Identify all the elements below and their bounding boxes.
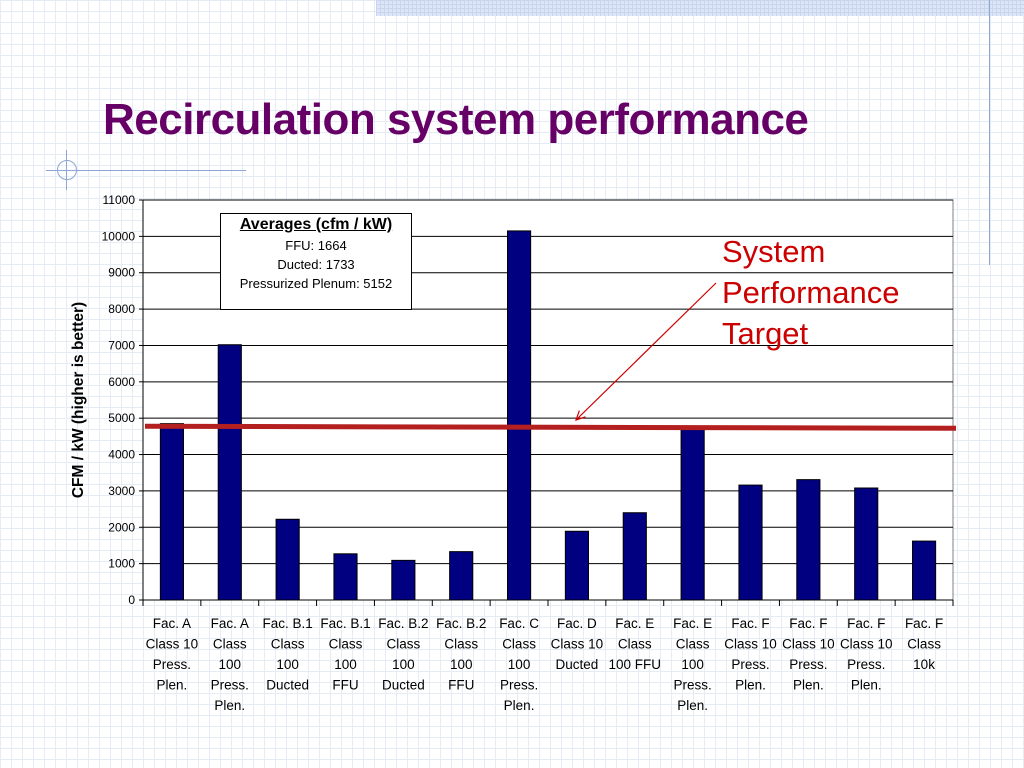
bar bbox=[622, 512, 647, 601]
y-tick-label: 1000 bbox=[108, 557, 135, 571]
averages-box: Averages (cfm / kW) FFU: 1664 Ducted: 17… bbox=[220, 213, 412, 310]
y-tick-label: 10000 bbox=[102, 229, 136, 243]
x-tick-label: Fac. C Class 100 Press. Plen. bbox=[499, 616, 539, 713]
x-tick-label: Fac. F Class 10 Press. Plen. bbox=[724, 616, 777, 693]
bar bbox=[159, 423, 185, 601]
bar bbox=[217, 344, 242, 601]
y-axis-title: CFM / kW (higher is better) bbox=[70, 302, 87, 498]
bar bbox=[854, 487, 879, 601]
bar bbox=[564, 530, 589, 601]
x-tick-label: Fac. B.1 Class 100 Ducted bbox=[263, 616, 313, 693]
annotation-arrowhead bbox=[575, 410, 586, 421]
annotation-arrow-line bbox=[575, 282, 717, 421]
x-tick-label: Fac. E Class 100 Press. Plen. bbox=[673, 616, 712, 713]
y-tick-label: 0 bbox=[128, 593, 135, 607]
y-tick-label: 11000 bbox=[103, 193, 136, 207]
x-tick-label: Fac. B.2 Class 100 FFU bbox=[436, 616, 486, 693]
decorative-vertical-line bbox=[989, 0, 990, 265]
x-tick-label: Fac. B.1 Class 100 FFU bbox=[320, 616, 370, 693]
x-tick-label: Fac. B.2 Class 100 Ducted bbox=[378, 616, 428, 693]
bar bbox=[796, 479, 821, 601]
top-decorative-band bbox=[376, 0, 1024, 16]
averages-ducted: Ducted: 1733 bbox=[277, 257, 355, 272]
y-tick-label: 6000 bbox=[108, 375, 135, 389]
bar bbox=[738, 484, 763, 601]
averages-pressurized-plenum: Pressurized Plenum: 5152 bbox=[239, 276, 393, 291]
x-tick-label: Fac. E Class 100 FFU bbox=[609, 616, 662, 672]
bar bbox=[680, 428, 705, 601]
x-tick-label: Fac. A Class 100 Press. Plen. bbox=[211, 616, 249, 713]
bar bbox=[449, 551, 474, 601]
system-performance-target-label: System Performance Target bbox=[722, 234, 900, 351]
y-tick-label: 7000 bbox=[108, 338, 135, 352]
y-tick-label: 9000 bbox=[108, 266, 135, 280]
y-tick-label: 5000 bbox=[108, 411, 135, 425]
bar bbox=[507, 230, 532, 601]
x-tick-label: Fac. F Class 10 Press. Plen. bbox=[840, 616, 893, 693]
y-tick-label: 8000 bbox=[108, 302, 135, 316]
y-tick-label: 3000 bbox=[108, 484, 135, 498]
averages-heading: Averages (cfm / kW) bbox=[239, 216, 393, 233]
bar bbox=[333, 553, 358, 601]
x-tick-label: Fac. A Class 10 Press. Plen. bbox=[146, 616, 199, 693]
decorative-horizontal-line bbox=[46, 170, 246, 171]
y-tick-label: 2000 bbox=[108, 520, 135, 534]
slide-title: Recirculation system performance bbox=[103, 95, 809, 144]
bar bbox=[391, 559, 416, 601]
bar bbox=[912, 540, 937, 601]
bar bbox=[275, 518, 300, 601]
x-tick-label: Fac. D Class 10 Ducted bbox=[551, 616, 604, 672]
x-tick-label: Fac. F Class 10 Press. Plen. bbox=[782, 616, 835, 693]
averages-ffu: FFU: 1664 bbox=[285, 238, 347, 253]
decorative-circle bbox=[57, 160, 77, 180]
target-line bbox=[144, 423, 957, 431]
y-tick-label: 4000 bbox=[108, 448, 135, 462]
x-tick-label: Fac. F Class 10k bbox=[905, 616, 943, 672]
